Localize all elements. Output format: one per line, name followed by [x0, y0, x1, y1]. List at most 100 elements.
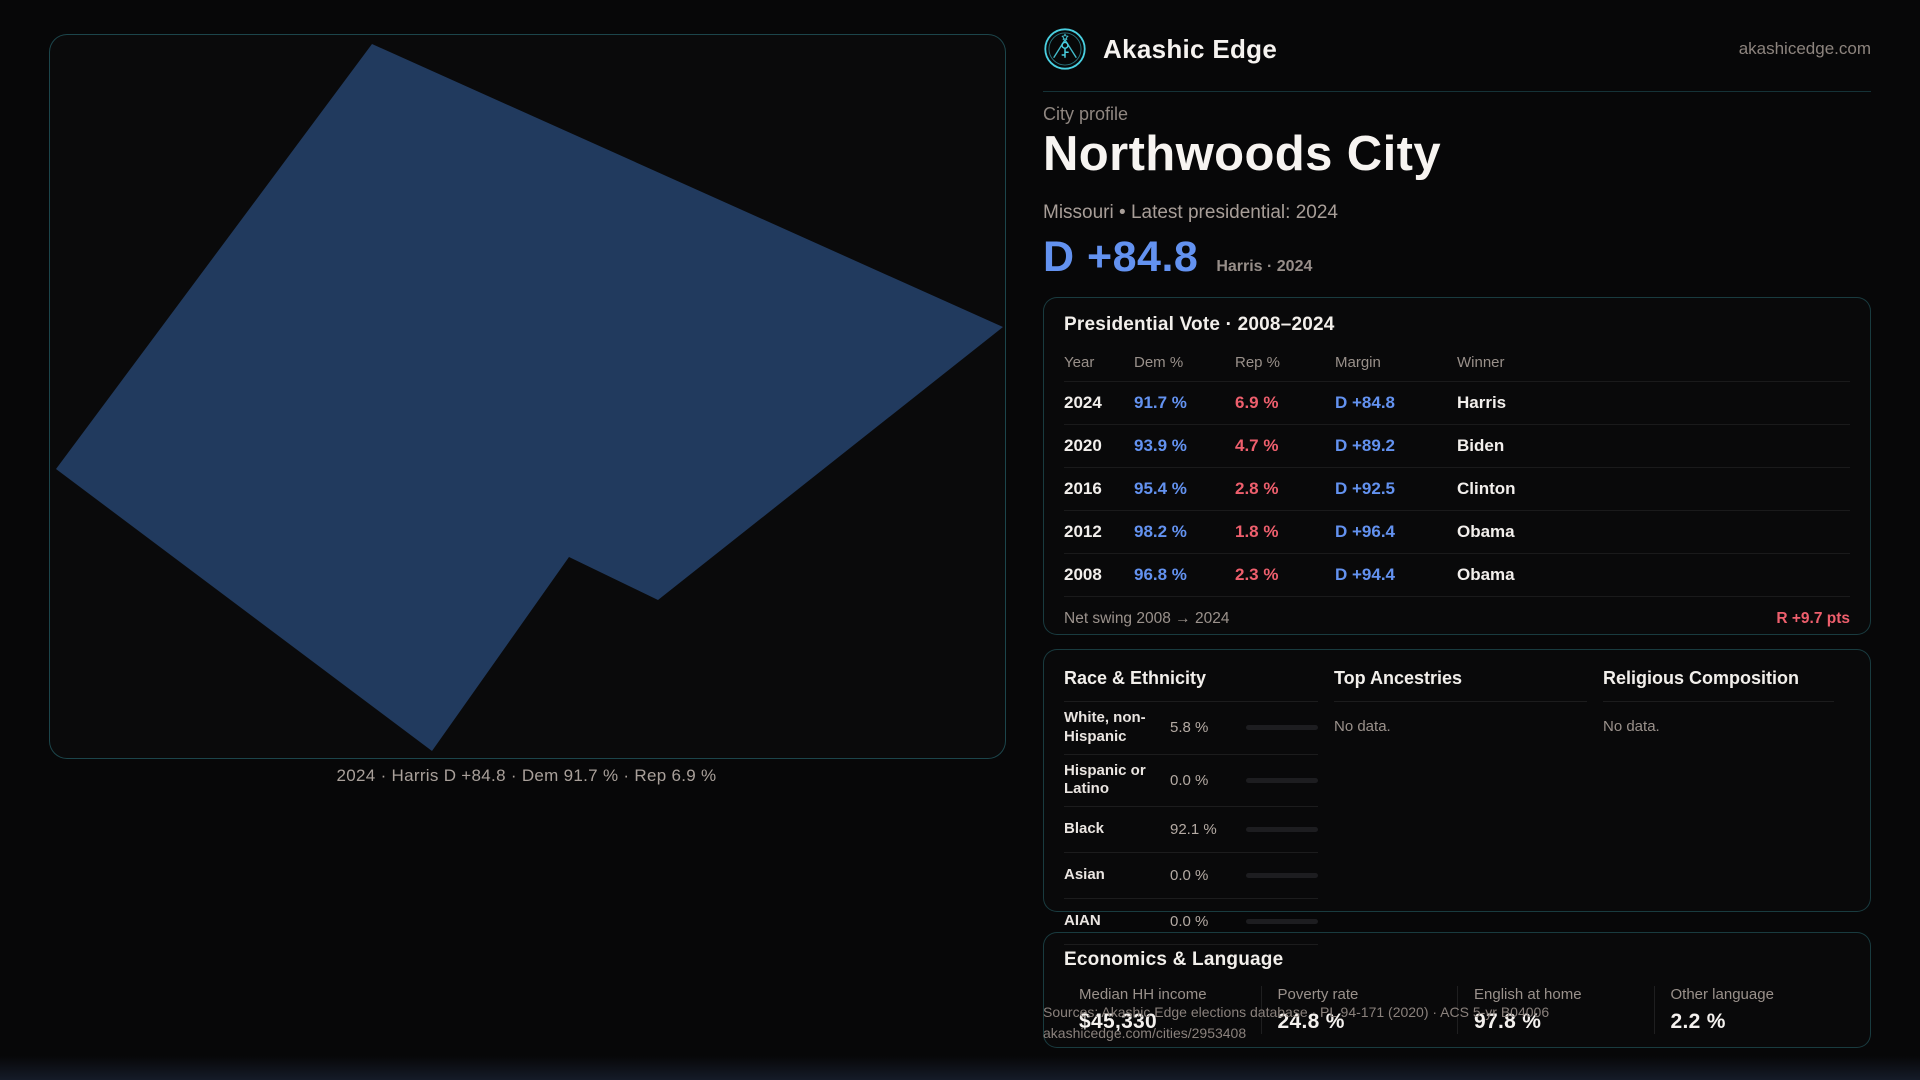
demographics-card: Race & Ethnicity White, non-Hispanic 5.8… [1043, 649, 1871, 945]
column-header-dem: Dem % [1134, 340, 1235, 382]
map-caption: 2024 · Harris D +84.8 · Dem 91.7 % · Rep… [336, 766, 717, 785]
cell-dem: 91.7 % [1134, 381, 1235, 425]
ancestries-empty-state: No data. [1334, 718, 1391, 735]
stat-label: Poverty rate [1277, 986, 1359, 1003]
list-item: White, non-Hispanic 5.8 % [1064, 702, 1318, 755]
religion-section: Religious Composition No data. [1603, 666, 1850, 945]
column-header-margin: Margin [1335, 340, 1457, 382]
list-item: Hispanic or Latino 0.0 % [1064, 755, 1318, 807]
race-bar-track [1246, 725, 1318, 731]
list-item: Asian 0.0 % [1064, 853, 1318, 899]
footer: Sources: Akashic Edge elections database… [1043, 1002, 1549, 1043]
vote-table-header-row: Year Dem % Rep % Margin Winner [1064, 340, 1850, 382]
city-boundary-map [56, 44, 1003, 751]
cell-winner: Obama [1457, 510, 1850, 554]
list-item: Black 92.1 % [1064, 807, 1318, 853]
race-section-title: Race & Ethnicity [1064, 666, 1318, 702]
race-bar-track [1246, 919, 1318, 924]
column-header-winner: Winner [1457, 340, 1850, 382]
stat-poverty-rate: Poverty rate 24.8 % [1260, 986, 1458, 1034]
cell-rep: 2.3 % [1235, 553, 1335, 597]
economics-stats: Median HH income $45,330 Poverty rate 24… [1064, 986, 1850, 1034]
cell-winner: Obama [1457, 553, 1850, 597]
column-header-year: Year [1064, 340, 1134, 382]
header-divider [1043, 91, 1871, 92]
stat-other-language: Other language 2.2 % [1653, 986, 1851, 1034]
economics-card: Economics & Language Median HH income $4… [1043, 932, 1871, 1048]
cell-dem: 96.8 % [1134, 553, 1235, 597]
stat-label: English at home [1474, 986, 1582, 1003]
table-row: 2024 91.7 % 6.9 % D +84.8 Harris [1064, 381, 1850, 425]
column-header-rep: Rep % [1235, 340, 1335, 382]
net-swing-row: Net swing 2008 → 2024 R +9.7 pts [1064, 597, 1850, 628]
economics-card-title: Economics & Language [1064, 949, 1284, 970]
cell-rep: 2.8 % [1235, 467, 1335, 511]
cell-rep: 6.9 % [1235, 381, 1335, 425]
profile-kicker: City profile [1043, 104, 1129, 124]
headline-margin-value: D +84.8 [1043, 233, 1199, 281]
cell-margin: D +84.8 [1335, 381, 1457, 425]
race-ethnicity-section: Race & Ethnicity White, non-Hispanic 5.8… [1064, 666, 1334, 945]
right-column: Akashic Edge akashicedge.com City profil… [1043, 0, 1871, 1080]
religion-section-title: Religious Composition [1603, 666, 1834, 702]
permalink-link[interactable]: akashicedge.com/cities/2953408 [1043, 1024, 1247, 1041]
race-label: Hispanic or Latino [1064, 761, 1146, 798]
race-value: 0.0 % [1170, 771, 1209, 789]
bottom-strip [0, 1056, 1920, 1080]
sources-line: Sources: Akashic Edge elections database… [1043, 1004, 1550, 1020]
net-swing-label: Net swing 2008 → 2024 [1064, 610, 1230, 627]
presidential-vote-card: Presidential Vote · 2008–2024 Year Dem %… [1043, 297, 1871, 635]
table-row: 2020 93.9 % 4.7 % D +89.2 Biden [1064, 424, 1850, 468]
cell-winner: Clinton [1457, 467, 1850, 511]
race-bar-track [1246, 777, 1318, 783]
cell-margin: D +89.2 [1335, 424, 1457, 468]
cell-winner: Biden [1457, 424, 1850, 468]
cell-margin: D +92.5 [1335, 467, 1457, 511]
cell-dem: 98.2 % [1134, 510, 1235, 554]
race-bar-track [1246, 873, 1318, 878]
stat-median-income: Median HH income $45,330 [1064, 986, 1261, 1034]
cell-dem: 95.4 % [1134, 467, 1235, 511]
header: Akashic Edge akashicedge.com [1043, 27, 1871, 71]
city-boundary-polygon [56, 44, 1003, 751]
cell-rep: 4.7 % [1235, 424, 1335, 468]
city-title: Northwoods City [1043, 127, 1441, 181]
race-bar-track [1246, 827, 1318, 832]
cell-year: 2012 [1064, 510, 1134, 554]
stat-english-at-home: English at home 97.8 % [1457, 986, 1654, 1034]
stat-label: Median HH income [1079, 986, 1207, 1003]
vote-card-title: Presidential Vote · 2008–2024 [1064, 314, 1335, 335]
table-row: 2008 96.8 % 2.3 % D +94.4 Obama [1064, 553, 1850, 597]
brand-domain-link[interactable]: akashicedge.com [1738, 39, 1871, 58]
stat-value: 97.8 % [1474, 1010, 1542, 1033]
akashic-edge-logo-icon [1043, 27, 1087, 71]
religion-empty-state: No data. [1603, 718, 1660, 735]
race-label: White, non-Hispanic [1064, 709, 1146, 745]
top-ancestries-section: Top Ancestries No data. [1334, 666, 1603, 945]
race-label: AIAN [1064, 912, 1101, 930]
stat-value: 2.2 % [1670, 1010, 1726, 1033]
race-value: 5.8 % [1170, 719, 1209, 737]
presidential-vote-table: Year Dem % Rep % Margin Winner 2024 91.7… [1064, 340, 1850, 597]
headline-margin: D +84.8 Harris · 2024 [1043, 233, 1312, 282]
cell-margin: D +94.4 [1335, 553, 1457, 597]
stat-value: $45,330 [1079, 1010, 1158, 1033]
cell-margin: D +96.4 [1335, 510, 1457, 554]
city-map-panel [49, 34, 1006, 759]
headline-margin-note: Harris · 2024 [1216, 258, 1313, 275]
race-label: Asian [1064, 866, 1105, 884]
race-label: Black [1064, 820, 1105, 838]
table-row: 2012 98.2 % 1.8 % D +96.4 Obama [1064, 510, 1850, 554]
stat-value: 24.8 % [1277, 1010, 1345, 1033]
profile-subtitle: Missouri • Latest presidential: 2024 [1043, 202, 1338, 223]
ancestries-section-title: Top Ancestries [1334, 666, 1587, 702]
cell-rep: 1.8 % [1235, 510, 1335, 554]
race-value: 0.0 % [1170, 913, 1209, 930]
table-row: 2016 95.4 % 2.8 % D +92.5 Clinton [1064, 467, 1850, 511]
net-swing-value: R +9.7 pts [1776, 610, 1850, 627]
cell-year: 2008 [1064, 553, 1134, 597]
cell-dem: 93.9 % [1134, 424, 1235, 468]
cell-year: 2016 [1064, 467, 1134, 511]
cell-year: 2020 [1064, 424, 1134, 468]
